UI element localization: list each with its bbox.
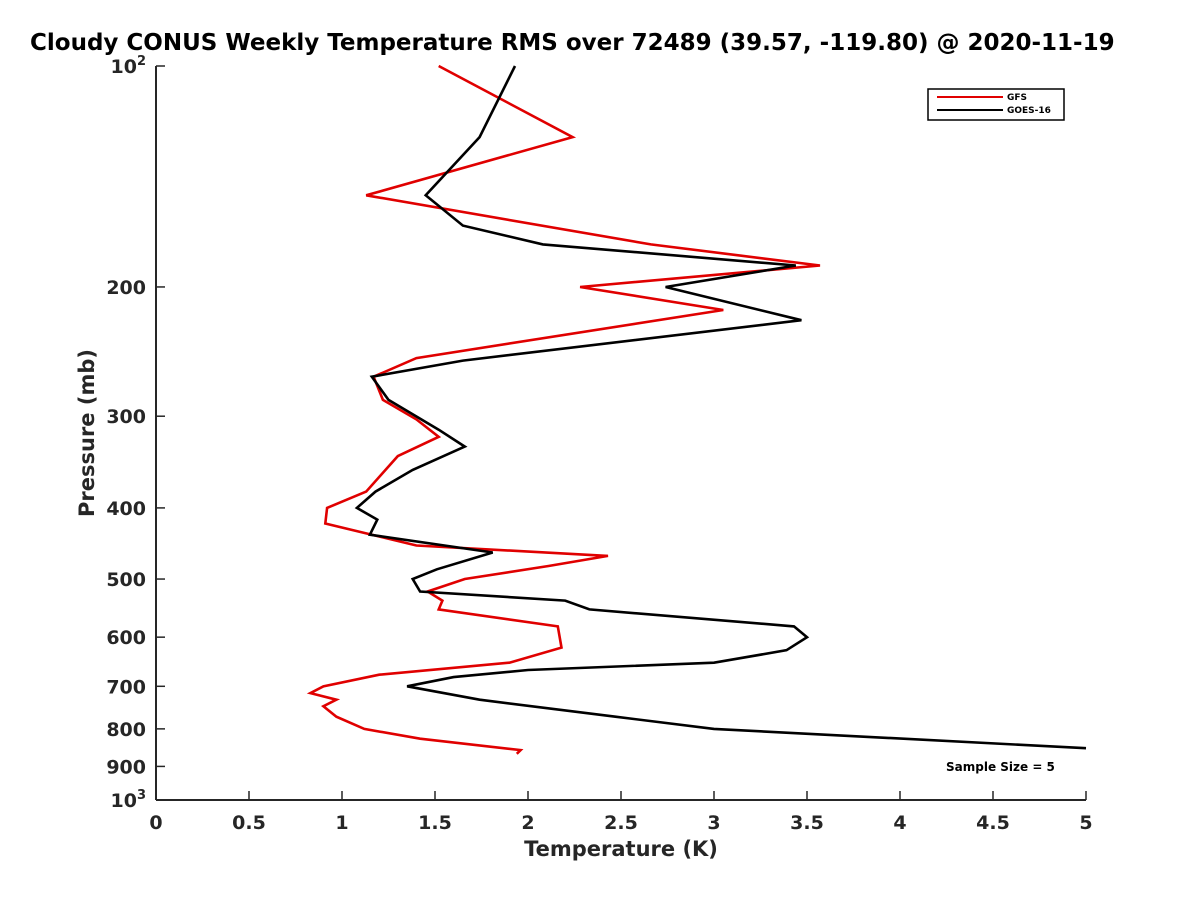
- x-tick-label: 1.5: [418, 812, 452, 834]
- y-tick-label: 300: [106, 406, 146, 428]
- legend-box: [927, 88, 1065, 121]
- series-lines: [306, 64, 1087, 755]
- legend-label-gfs: GFS: [1007, 93, 1027, 103]
- y-tick-label: 900: [106, 756, 146, 778]
- y-axis-label: Pressure (mb): [75, 349, 99, 517]
- y-tick-label: 200: [106, 277, 146, 299]
- x-tick-label: 3: [707, 812, 720, 834]
- legend-label-goes16: GOES-16: [1007, 106, 1051, 116]
- y-ticks: 102 200 300 400 500 600 700 800 900 103: [106, 54, 165, 812]
- x-tick-label: 0.5: [232, 812, 266, 834]
- y-tick-label: 400: [106, 498, 146, 520]
- axes: [155, 66, 1086, 801]
- series-line-gfs: [306, 64, 821, 755]
- legend: GFS GOES-16: [927, 88, 1065, 121]
- x-tick-label: 2.5: [604, 812, 638, 834]
- x-tick-label: 1: [335, 812, 348, 834]
- x-tick-label: 4: [893, 812, 906, 834]
- y-tick-label: 102: [111, 54, 147, 78]
- chart-title: Cloudy CONUS Weekly Temperature RMS over…: [30, 30, 1115, 56]
- y-tick-label: 800: [106, 719, 146, 741]
- x-ticks: 0 0.5 1 1.5 2 2.5 3 3.5 4 4.5 5: [149, 791, 1093, 834]
- y-tick-label: 600: [106, 627, 146, 649]
- chart-title-wrap: Cloudy CONUS Weekly Temperature RMS over…: [0, 30, 1200, 64]
- y-tick-label: 500: [106, 569, 146, 591]
- y-tick-label: 103: [111, 788, 147, 812]
- x-tick-label: 2: [521, 812, 534, 834]
- x-axis-label: Temperature (K): [524, 837, 718, 861]
- x-tick-label: 0: [149, 812, 162, 834]
- x-tick-label: 3.5: [790, 812, 824, 834]
- x-tick-label: 4.5: [976, 812, 1010, 834]
- sample-size-annotation: Sample Size = 5: [946, 760, 1055, 774]
- x-tick-label: 5: [1079, 812, 1092, 834]
- series-line-goes16: [354, 65, 1087, 750]
- y-tick-label: 700: [106, 676, 146, 698]
